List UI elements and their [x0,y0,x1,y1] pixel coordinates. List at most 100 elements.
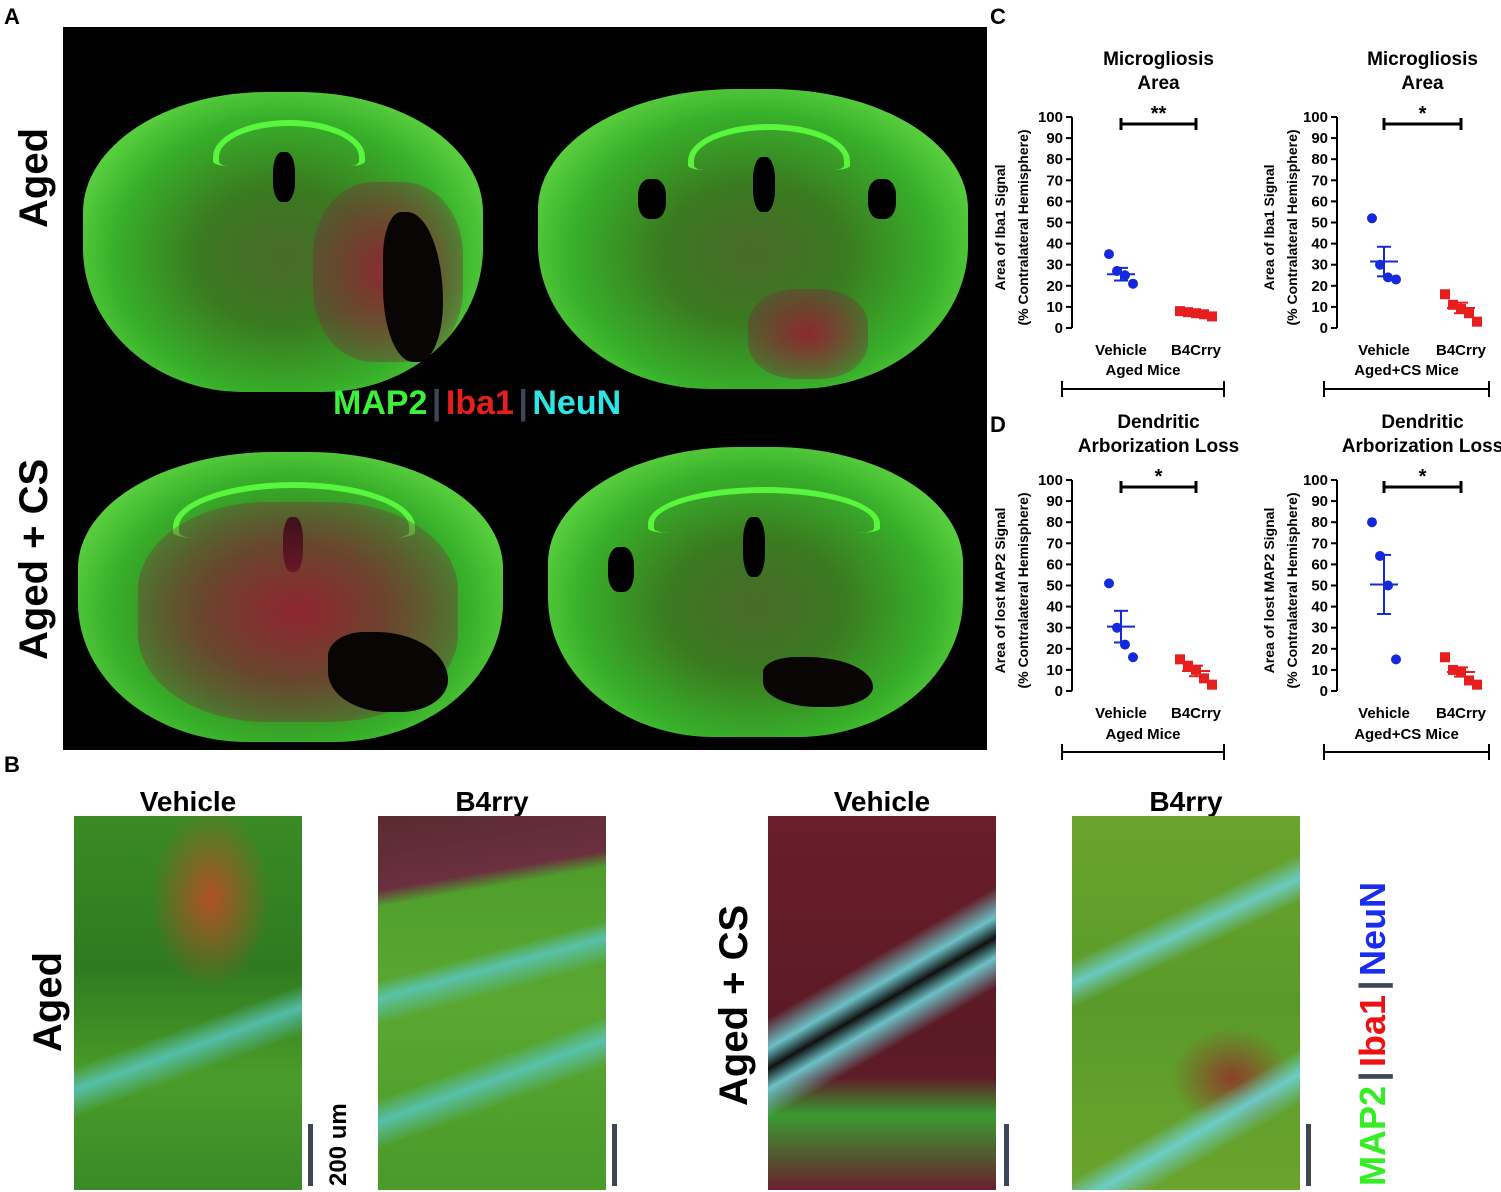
data-point [1128,278,1138,289]
y-tick-label: 20 [1046,278,1063,295]
legend-neun: NeuN [532,384,622,422]
data-point [1440,289,1450,300]
y-tick-label: 80 [1046,514,1063,531]
micrograph-aged-b4rry [378,816,606,1190]
y-axis-label: (% Contralateral Hemisphere) [1015,129,1031,325]
y-axis-label: Area of lost MAP2 Signal [1261,508,1277,674]
data-point [1391,274,1401,285]
y-tick-label: 0 [1055,320,1063,337]
scale-bar [1306,1124,1311,1186]
significance-label: ** [1151,103,1167,125]
chart-title: Arborization Loss [1078,436,1240,457]
x-tick-label: Vehicle [1358,342,1410,359]
y-tick-label: 20 [1046,641,1063,658]
legend-separator: | [518,384,528,422]
y-tick-label: 30 [1311,620,1328,637]
chart-title: Arborization Loss [1342,436,1501,457]
data-point [1199,673,1209,684]
group-label: Aged+CS Mice [1354,362,1459,379]
y-tick-label: 70 [1046,535,1063,552]
x-tick-label: Vehicle [1358,705,1410,722]
y-tick-label: 100 [1038,472,1063,489]
micrograph-aged-cs-vehicle [768,816,996,1190]
x-tick-label: B4Crry [1436,342,1487,359]
scale-bar [612,1124,617,1186]
data-point [1383,580,1393,591]
significance-label: * [1419,466,1427,488]
y-tick-label: 10 [1311,299,1328,316]
legend-iba1: Iba1 [445,384,514,422]
y-tick-label: 0 [1055,683,1063,700]
y-tick-label: 60 [1311,556,1328,573]
data-point [1183,307,1193,318]
group-label: Aged+CS Mice [1354,726,1459,743]
y-tick-label: 70 [1046,172,1063,189]
y-tick-label: 60 [1046,193,1063,210]
micrograph-aged-vehicle [74,816,302,1190]
y-tick-label: 80 [1046,151,1063,168]
col-head-vehicle-aged: Vehicle [139,786,237,817]
col-head-b4rry-aged: B4rry [455,786,529,817]
brain-section-aged-b4crry [538,89,968,389]
panel-a-image: MAP2 | Iba1 | NeuN [63,27,987,750]
legend-separator: | [431,384,442,422]
y-tick-label: 30 [1046,620,1063,637]
data-point [1112,622,1122,633]
significance-label: * [1155,466,1163,488]
chart-title: Area [1137,73,1180,94]
data-point [1472,316,1482,327]
data-point [1464,675,1474,686]
data-point [1207,311,1217,322]
y-tick-label: 70 [1311,172,1328,189]
y-tick-label: 40 [1311,236,1328,253]
data-point [1375,550,1385,561]
brain-section-aged-vehicle [83,92,483,392]
panel-letter-b: B [4,752,20,777]
y-tick-label: 50 [1311,215,1328,232]
data-point [1183,660,1193,671]
y-tick-label: 50 [1046,578,1063,595]
y-tick-label: 40 [1046,236,1063,253]
x-tick-label: B4Crry [1436,705,1487,722]
brain-section-aged-cs-vehicle [78,452,503,742]
data-point [1175,306,1185,317]
y-tick-label: 20 [1311,278,1328,295]
panel-letter-d: D [990,412,1006,437]
y-axis-label: (% Contralateral Hemisphere) [1284,492,1300,688]
data-point [1391,654,1401,665]
y-tick-label: 90 [1046,493,1063,510]
x-tick-label: Vehicle [1095,342,1147,359]
data-point [1199,309,1209,320]
col-head-b4rry-aged-cs: B4rry [1149,786,1223,817]
y-tick-label: 30 [1046,257,1063,274]
scale-bar [1004,1124,1009,1186]
chart-title: Microgliosis [1367,49,1478,70]
panel-letter-c: C [990,4,1006,29]
y-tick-label: 80 [1311,514,1328,531]
y-tick-label: 10 [1311,662,1328,679]
y-axis-label: Area of Iba1 Signal [1261,164,1277,290]
y-tick-label: 60 [1311,193,1328,210]
col-head-vehicle-aged-cs: Vehicle [833,786,931,817]
y-axis-label: (% Contralateral Hemisphere) [1284,129,1300,325]
y-tick-label: 100 [1038,109,1063,126]
y-axis-label: Area of lost MAP2 Signal [992,508,1008,674]
y-tick-label: 30 [1311,257,1328,274]
y-tick-label: 90 [1046,130,1063,147]
chart-title: Area [1401,73,1444,94]
y-axis-label: (% Contralateral Hemisphere) [1015,492,1031,688]
data-point [1175,654,1185,665]
y-tick-label: 50 [1046,215,1063,232]
data-point [1104,249,1114,260]
y-tick-label: 40 [1046,599,1063,616]
data-point [1120,270,1130,281]
micrograph-aged-cs-b4rry [1072,816,1300,1190]
y-tick-label: 10 [1046,662,1063,679]
data-point [1448,664,1458,675]
x-tick-label: B4Crry [1171,342,1222,359]
significance-label: * [1419,103,1427,125]
brain-section-aged-cs-b4crry [548,447,963,737]
y-tick-label: 0 [1320,683,1328,700]
panel-letter-a: A [4,4,20,29]
group-label: Aged Mice [1105,726,1180,743]
